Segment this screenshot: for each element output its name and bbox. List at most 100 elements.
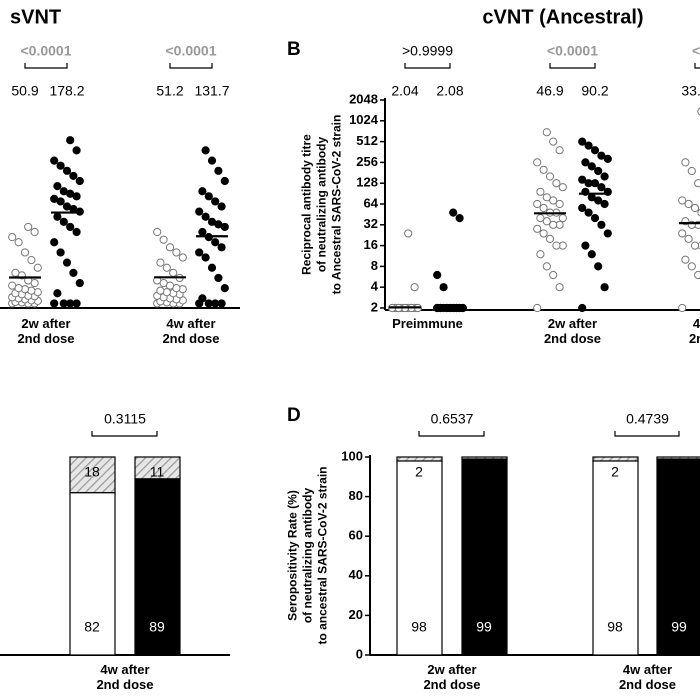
data-point bbox=[50, 238, 59, 247]
data-point bbox=[62, 166, 72, 175]
data-point bbox=[536, 214, 545, 223]
data-point bbox=[204, 299, 213, 308]
y-tick-label: 2 bbox=[371, 299, 378, 314]
data-point bbox=[678, 196, 687, 205]
y-axis-label: Reciprocal antibody titre of neutralizin… bbox=[299, 114, 344, 295]
chart-title: cVNT (Ancestral) bbox=[482, 6, 643, 28]
y-tick-label: 40 bbox=[349, 567, 363, 582]
p-value: <0.0001 bbox=[166, 43, 217, 59]
bar-label: 18 bbox=[84, 464, 100, 480]
data-point bbox=[217, 202, 226, 211]
y-axis-label: Seropositivity Rate (%) of neutralizing … bbox=[285, 466, 330, 645]
data-point bbox=[542, 193, 551, 202]
data-point bbox=[66, 136, 75, 145]
y-tick-label: 32 bbox=[364, 216, 378, 231]
x-tick-label: 4w after 2nd dose bbox=[618, 662, 677, 692]
data-point bbox=[53, 212, 62, 221]
data-point bbox=[545, 172, 555, 181]
data-point bbox=[587, 162, 596, 171]
y-tick-label: 80 bbox=[349, 488, 363, 503]
data-point bbox=[542, 217, 551, 226]
data-point bbox=[549, 270, 558, 280]
y-tick-label: 4 bbox=[371, 279, 379, 294]
data-point bbox=[66, 222, 75, 232]
data-point bbox=[198, 294, 207, 303]
data-point bbox=[581, 158, 590, 167]
y-tick-label: 100 bbox=[341, 448, 363, 463]
data-point bbox=[20, 248, 30, 257]
x-tick-label: Preimmune bbox=[392, 316, 463, 331]
data-point bbox=[539, 165, 548, 174]
data-point bbox=[578, 203, 587, 213]
data-point bbox=[600, 283, 609, 292]
data-point bbox=[687, 166, 696, 176]
y-tick-label: 64 bbox=[364, 195, 379, 210]
data-point bbox=[27, 255, 36, 265]
chart-title: sVNT bbox=[10, 6, 61, 28]
data-point bbox=[542, 128, 551, 137]
data-point bbox=[211, 238, 220, 247]
data-point bbox=[533, 158, 542, 167]
bar-label: 89 bbox=[149, 619, 165, 635]
data-point bbox=[162, 263, 171, 272]
p-value: >0.9999 bbox=[402, 43, 453, 59]
data-point bbox=[72, 146, 81, 155]
bar-label: 11 bbox=[150, 464, 165, 480]
data-point bbox=[597, 151, 606, 160]
data-point bbox=[539, 229, 548, 238]
data-point bbox=[165, 243, 175, 252]
panel-letter: B bbox=[287, 39, 301, 60]
data-point bbox=[697, 208, 700, 217]
data-point bbox=[30, 227, 39, 237]
x-tick-label: 4w after 2nd dose bbox=[162, 316, 220, 346]
summary-label: 46.9 bbox=[536, 83, 563, 99]
data-point bbox=[207, 156, 217, 165]
data-point bbox=[681, 255, 690, 264]
bar-label: 99 bbox=[671, 619, 687, 635]
data-point bbox=[220, 176, 229, 186]
p-value: 0.6537 bbox=[431, 411, 474, 427]
data-point bbox=[169, 268, 178, 277]
data-point bbox=[436, 303, 445, 313]
p-value: <0.0001 bbox=[692, 43, 700, 59]
data-point bbox=[549, 137, 558, 146]
data-point bbox=[697, 107, 700, 116]
summary-label: 90.2 bbox=[581, 83, 608, 99]
data-point bbox=[50, 194, 59, 203]
data-point bbox=[603, 154, 612, 163]
data-point bbox=[578, 137, 587, 146]
data-point bbox=[50, 299, 59, 308]
y-tick-label: 256 bbox=[356, 154, 378, 169]
data-point bbox=[455, 214, 464, 223]
data-point bbox=[53, 182, 62, 191]
p-value: <0.0001 bbox=[21, 43, 72, 59]
summary-label: 51.2 bbox=[156, 83, 183, 99]
p-bracket bbox=[404, 63, 451, 69]
summary-label: 2.04 bbox=[391, 83, 418, 99]
data-point bbox=[59, 299, 68, 308]
p-value: <0.0001 bbox=[547, 43, 598, 59]
data-point bbox=[536, 250, 545, 259]
data-point bbox=[678, 229, 687, 238]
data-point bbox=[539, 203, 548, 213]
data-point bbox=[433, 270, 442, 280]
bar-label: 82 bbox=[84, 619, 100, 635]
data-point bbox=[217, 243, 226, 252]
data-point bbox=[445, 303, 455, 313]
y-tick-label: 2048 bbox=[349, 91, 378, 106]
data-point bbox=[198, 187, 207, 196]
data-point bbox=[584, 141, 593, 150]
bar-segment bbox=[134, 456, 181, 480]
data-point bbox=[198, 227, 207, 237]
data-point bbox=[690, 203, 700, 213]
x-tick-label: 2w after 2nd dose bbox=[423, 662, 481, 692]
data-point bbox=[33, 263, 42, 272]
p-value: 0.4739 bbox=[626, 411, 669, 427]
data-point bbox=[214, 273, 223, 283]
p-bracket bbox=[614, 431, 680, 437]
bar-label: 2 bbox=[415, 464, 423, 480]
p-value: 0.3115 bbox=[104, 411, 146, 427]
data-point bbox=[156, 258, 165, 267]
bar-label: 1 bbox=[480, 464, 488, 480]
